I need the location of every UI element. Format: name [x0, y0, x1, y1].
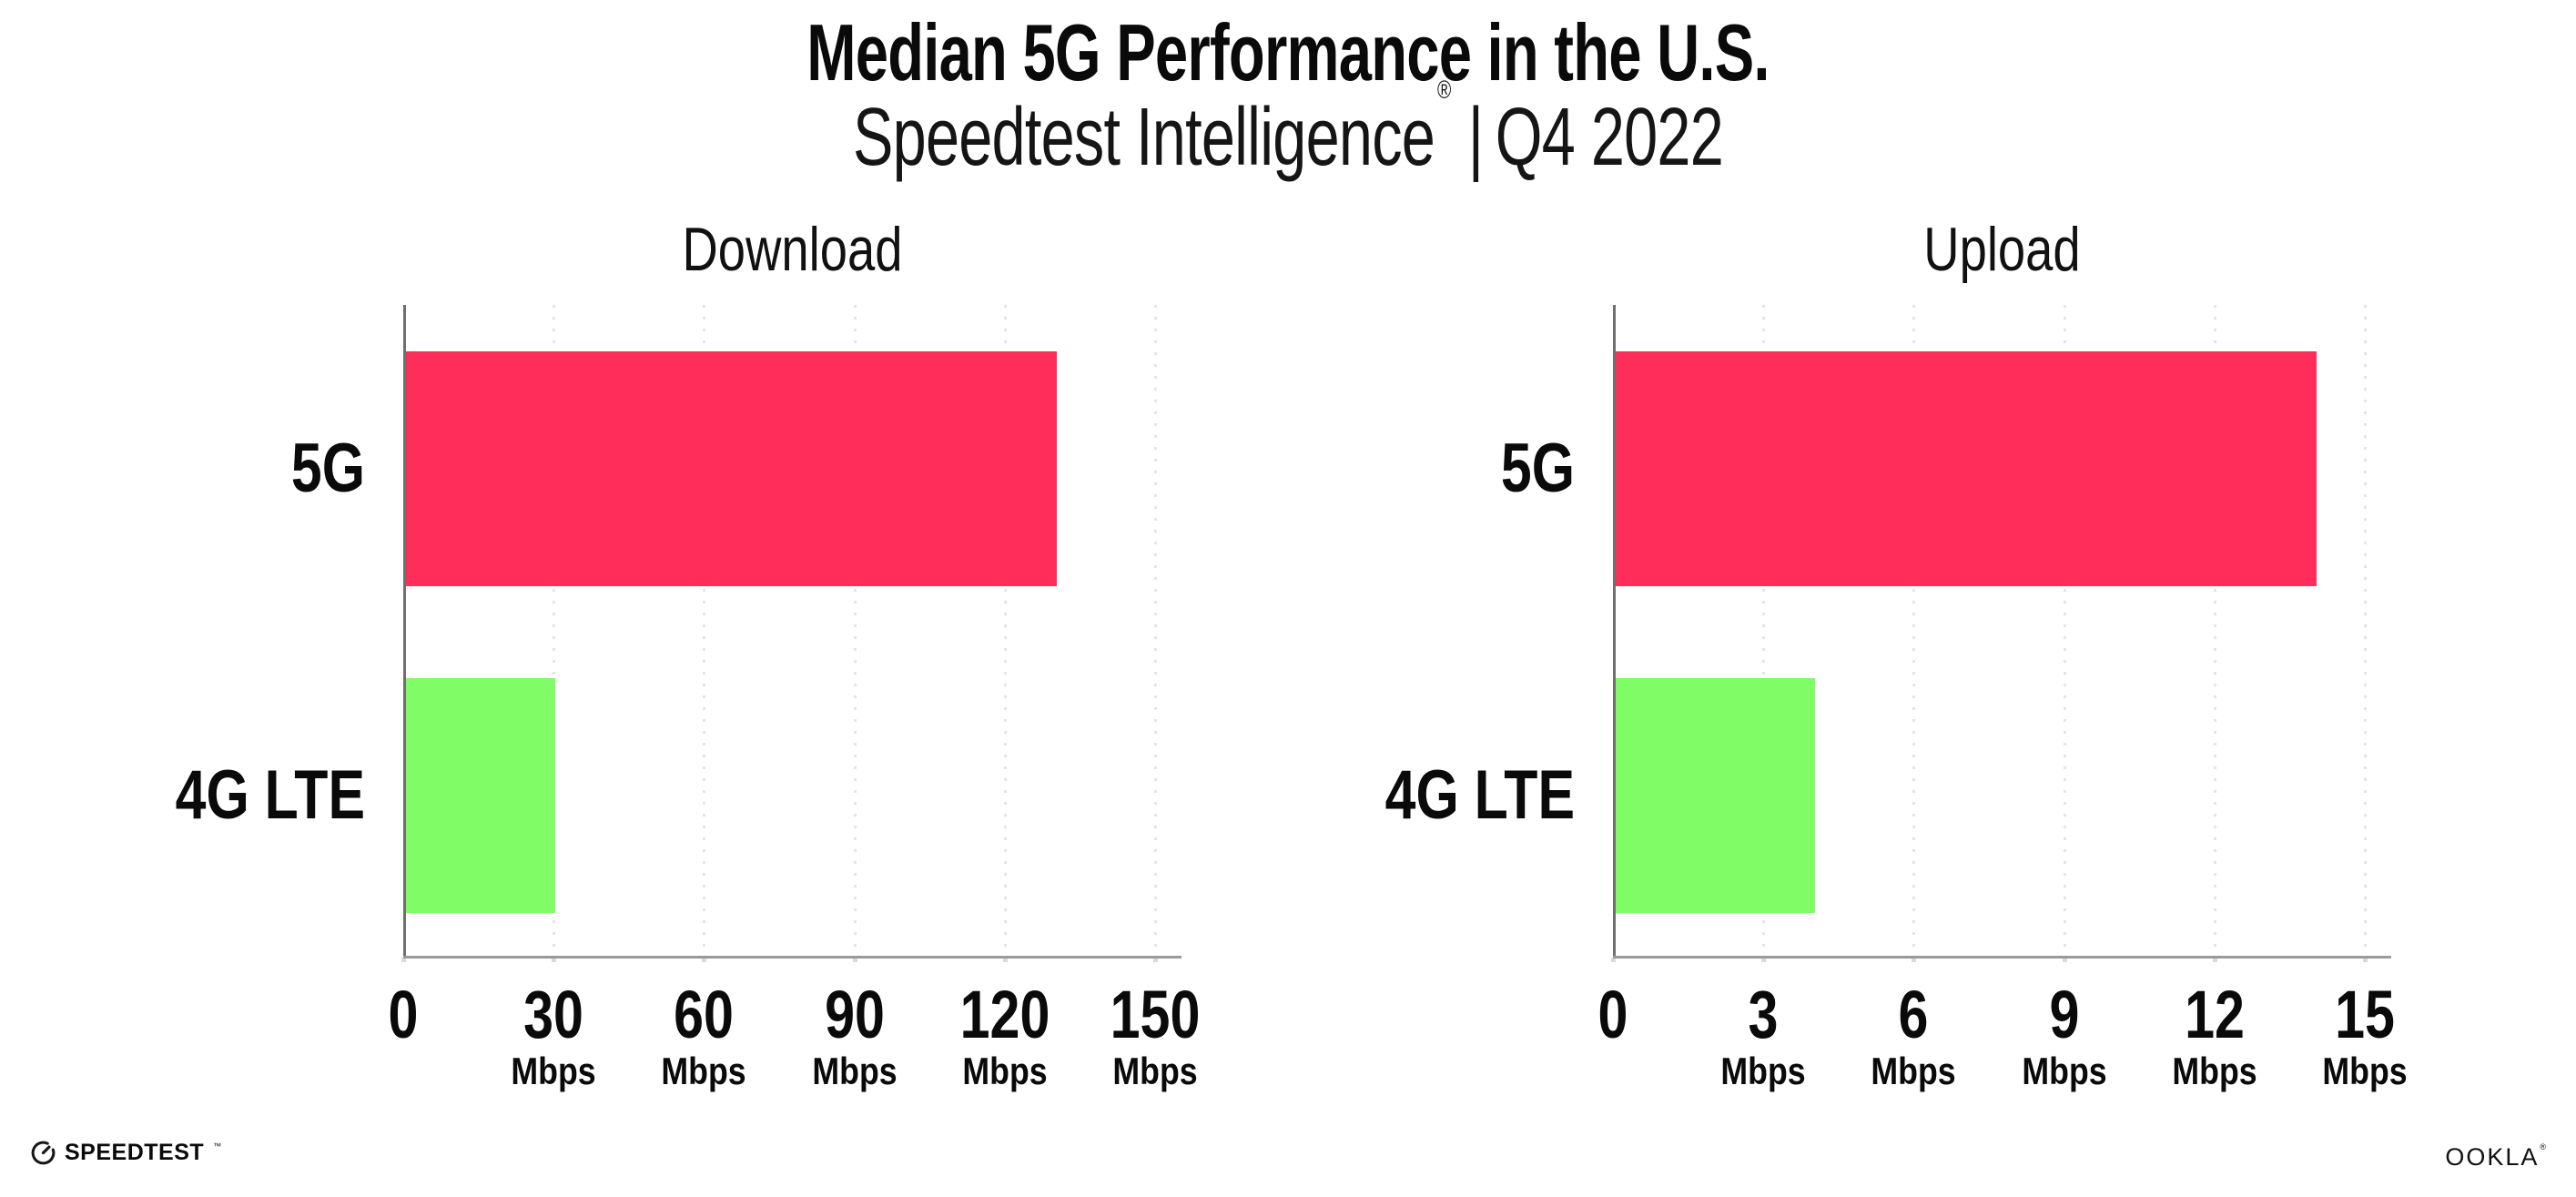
x-tick-unit-3: Mbps	[1720, 1050, 1806, 1092]
x-tick-label-30: 30	[523, 977, 584, 1052]
gridline-90	[853, 305, 857, 959]
x-tick-unit-15: Mbps	[2322, 1050, 2408, 1092]
y-axis-line	[403, 305, 406, 959]
x-tick-unit-9: Mbps	[2021, 1050, 2107, 1092]
axis-tick-dot-150	[1153, 958, 1158, 962]
x-tick-label-15: 15	[2335, 977, 2395, 1052]
category-label-5g: 5G	[1500, 430, 1575, 507]
gridline-150	[1154, 305, 1157, 959]
axis-tick-dot-6	[1912, 958, 1917, 962]
category-label-4g-lte: 4G LTE	[1384, 756, 1575, 834]
x-tick-unit-6: Mbps	[1871, 1050, 1956, 1092]
bar-4g-lte	[405, 678, 556, 913]
axis-tick-dot-3	[1761, 958, 1767, 962]
axis-tick-dot-30	[552, 958, 557, 962]
chart-title-upload: Upload	[1923, 215, 2081, 284]
x-tick-unit-120: Mbps	[962, 1050, 1048, 1092]
x-tick-unit-12: Mbps	[2172, 1050, 2257, 1092]
category-label-4g-lte: 4G LTE	[175, 756, 365, 834]
x-tick-label-90: 90	[824, 977, 885, 1052]
x-axis-line	[403, 956, 1182, 959]
ookla-registered-mark: ®	[2540, 1142, 2548, 1151]
x-tick-label-120: 120	[959, 977, 1050, 1052]
axis-tick-dot-0	[1611, 958, 1616, 962]
axis-tick-dot-60	[702, 958, 707, 962]
gridline-60	[703, 305, 706, 959]
x-tick-label-150: 150	[1110, 977, 1201, 1052]
x-tick-label-9: 9	[2049, 977, 2080, 1052]
page-title: Median 5G Performance in the U.S.	[806, 7, 1770, 97]
speedtest-wordmark: SPEEDTEST	[65, 1140, 205, 1165]
axis-tick-dot-120	[1002, 958, 1008, 962]
gridline-30	[553, 305, 556, 959]
bar-4g-lte	[1615, 678, 1816, 913]
ookla-logo: OOKLA ®	[2445, 1142, 2548, 1171]
subtitle-separator: |	[1467, 92, 1484, 183]
x-tick-unit-90: Mbps	[811, 1050, 898, 1092]
gridline-9	[2063, 305, 2066, 959]
gridline-15	[2364, 305, 2367, 959]
speedtest-logo: SPEEDTEST ™	[30, 1140, 221, 1166]
ookla-wordmark: OOKLA	[2445, 1143, 2540, 1171]
x-axis-line	[1613, 956, 2391, 959]
category-label-5g: 5G	[290, 430, 365, 507]
axis-tick-dot-12	[2212, 958, 2217, 962]
page-subtitle: Speedtest Intelligence® | Q4 2022	[335, 76, 2241, 183]
x-tick-label-3: 3	[1748, 977, 1779, 1052]
gridline-12	[2213, 305, 2216, 959]
axis-tick-dot-15	[2363, 958, 2368, 962]
x-tick-label-12: 12	[2184, 977, 2245, 1052]
chart-title-download: Download	[682, 215, 903, 284]
subtitle-period: Q4 2022	[1495, 92, 1724, 183]
x-tick-label-0: 0	[388, 977, 419, 1052]
speedtest-trademark-mark: ™	[213, 1141, 222, 1151]
x-tick-label-6: 6	[1898, 977, 1929, 1052]
subtitle-brand: Speedtest Intelligence	[852, 92, 1435, 183]
y-axis-line	[1613, 305, 1616, 959]
bar-5g	[1615, 351, 2317, 586]
gridline-3	[1762, 305, 1766, 959]
axis-tick-dot-9	[2062, 958, 2067, 962]
bar-5g	[405, 351, 1057, 586]
plot-area-upload	[1611, 305, 2391, 962]
x-tick-label-0: 0	[1597, 977, 1628, 1052]
x-tick-unit-30: Mbps	[511, 1050, 596, 1092]
axis-tick-dot-0	[401, 958, 406, 962]
axis-tick-dot-90	[852, 958, 857, 962]
registered-trademark-mark: ®	[1437, 76, 1451, 104]
speedtest-gauge-icon	[30, 1140, 56, 1166]
x-tick-label-60: 60	[674, 977, 735, 1052]
plot-area-download	[401, 305, 1182, 962]
gridline-6	[1912, 305, 1916, 959]
gridline-120	[1003, 305, 1007, 959]
x-tick-unit-60: Mbps	[661, 1050, 746, 1092]
x-tick-unit-150: Mbps	[1112, 1050, 1198, 1092]
